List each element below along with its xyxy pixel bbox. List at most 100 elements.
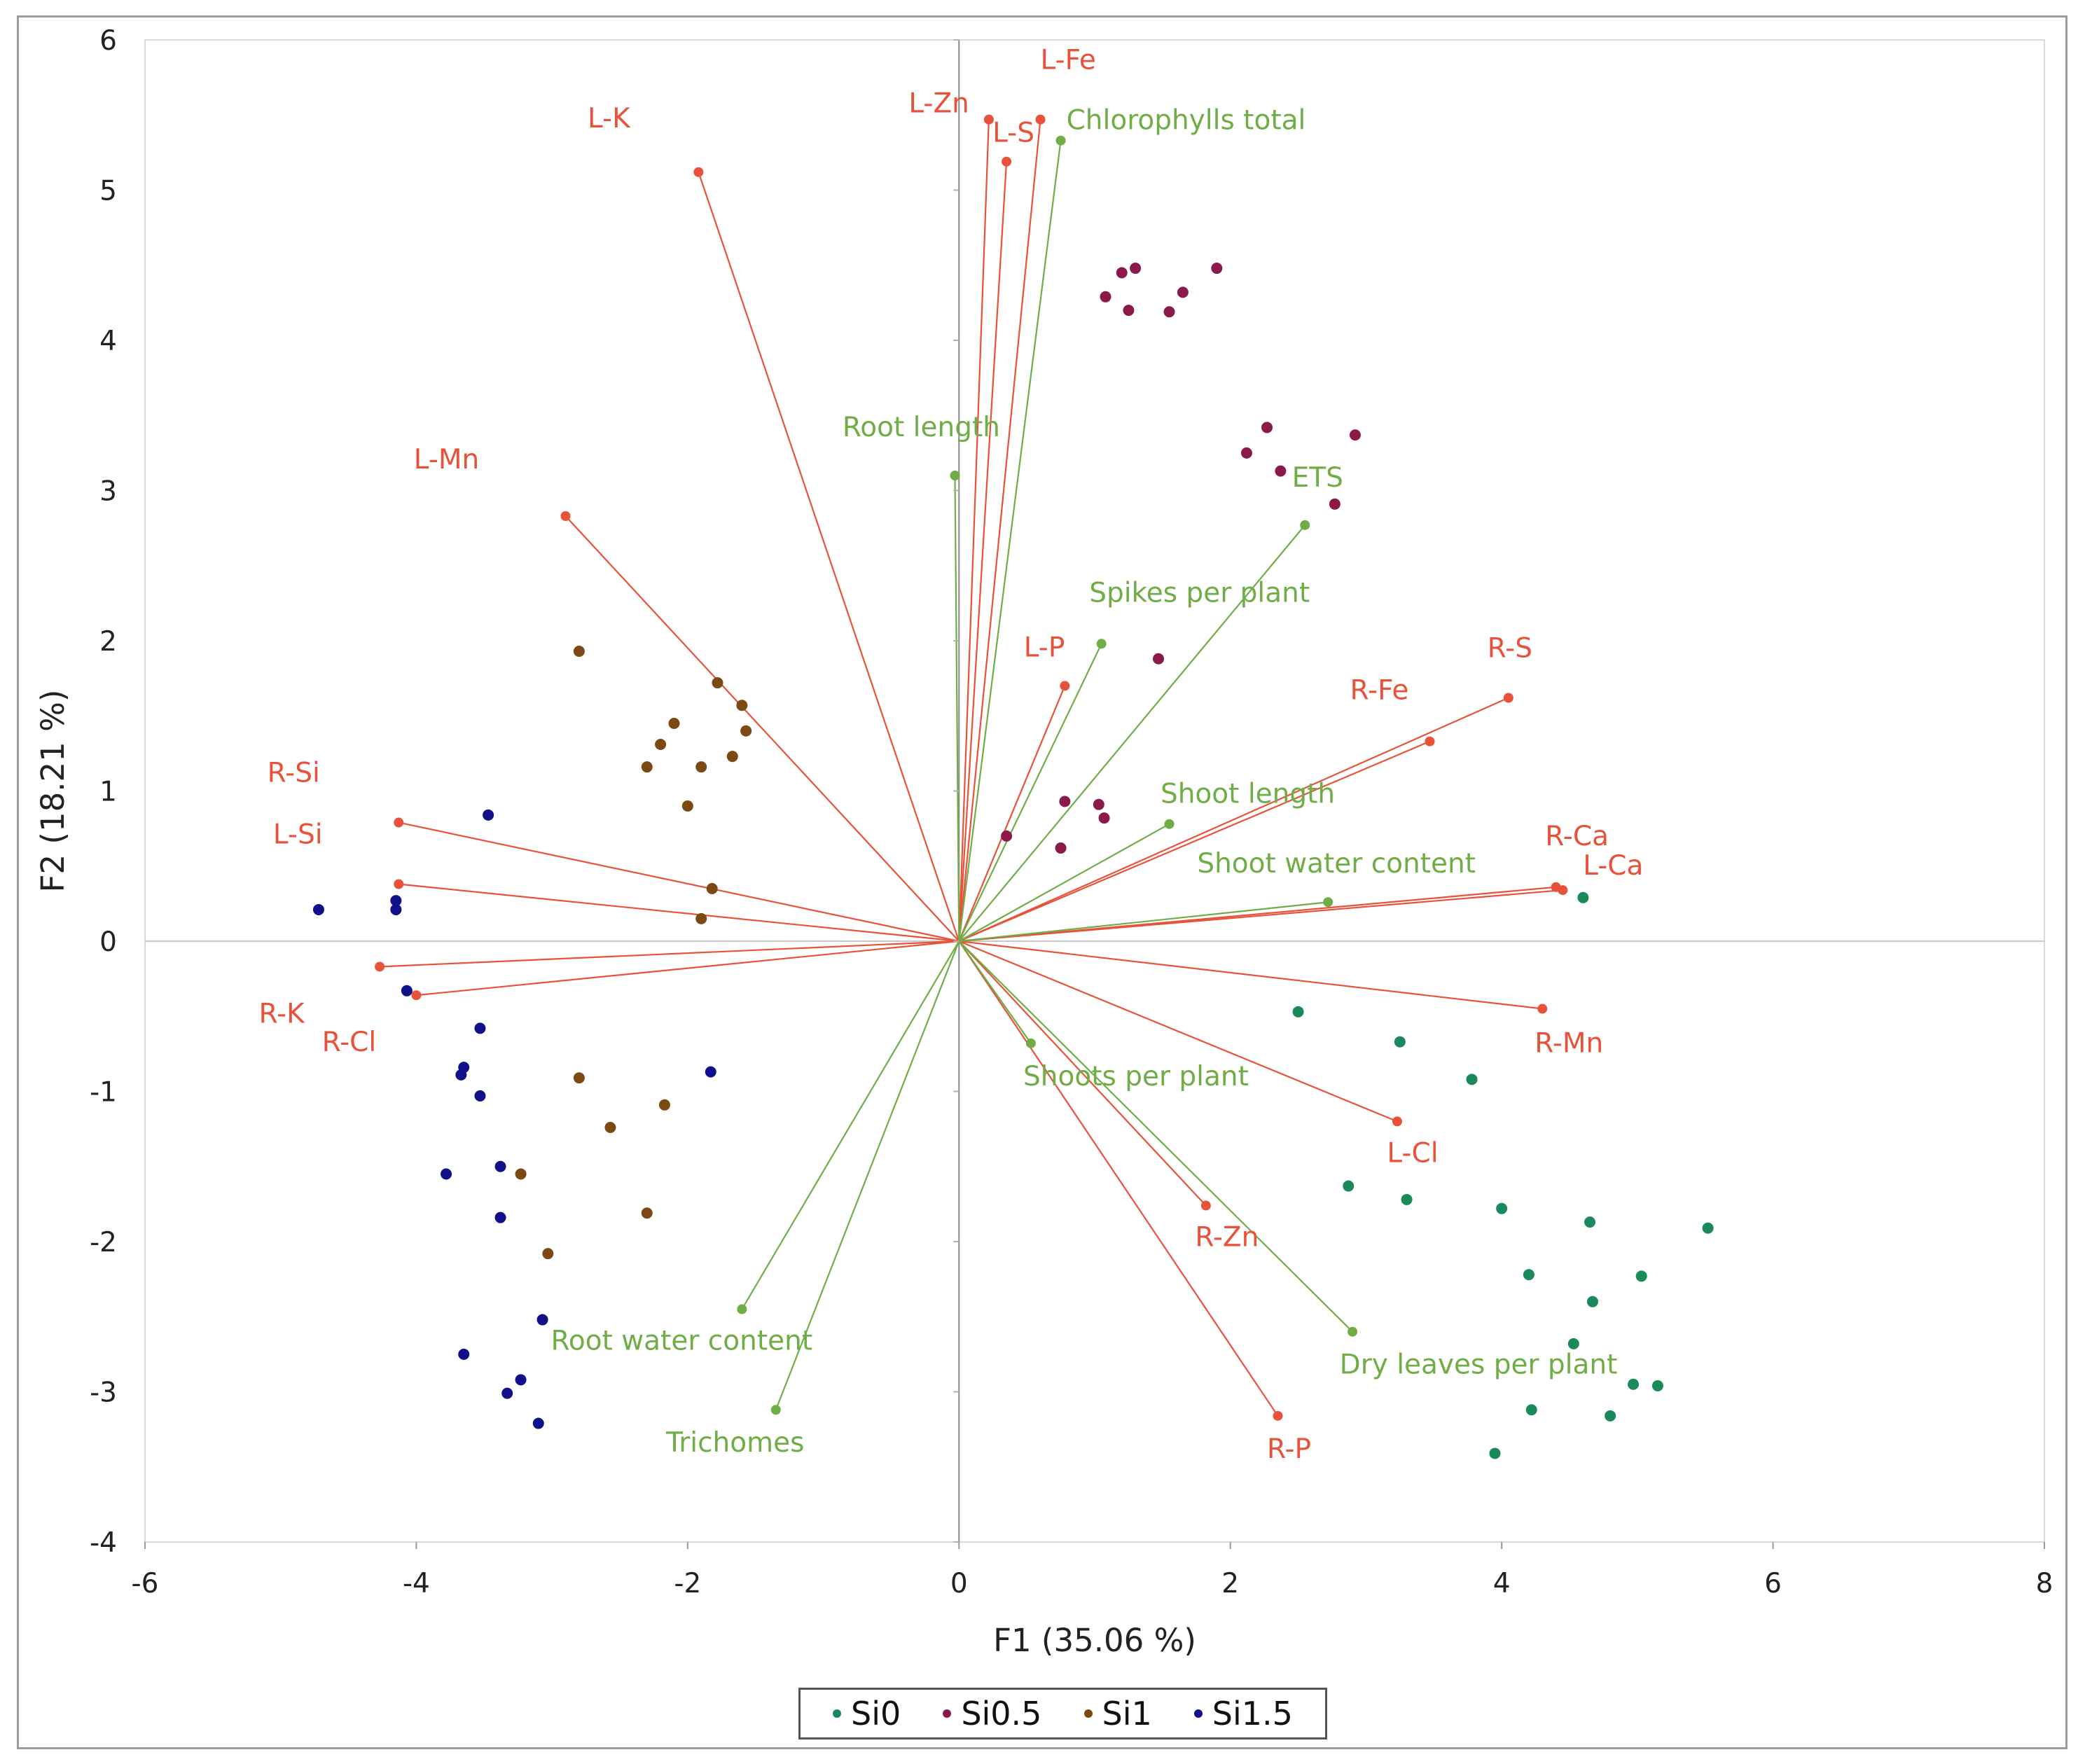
variable-label-l-p: L-P: [1024, 632, 1065, 663]
vector-shoot-water-content: [959, 901, 1329, 943]
variable-vectors: [375, 114, 1568, 1421]
variable-label-l-fe: L-Fe: [1041, 45, 1096, 76]
variable-label-shoots-per-plant: Shoots per plant: [1023, 1061, 1249, 1092]
point-si0: [1605, 1410, 1616, 1422]
vector-l-cl: [958, 940, 1398, 1123]
point-si0: [1577, 891, 1589, 903]
vector-r-p: [958, 940, 1279, 1417]
legend-marker-si1-5: [1193, 1709, 1203, 1718]
variable-label-root-length: Root length: [843, 412, 1000, 443]
plot-area: [144, 39, 2045, 1543]
x-tick-label: 2: [1221, 1568, 1239, 1599]
vector-shoots-per-plant: [958, 940, 1032, 1044]
point-si0: [1651, 1380, 1663, 1391]
vector-end-shoot-length: [1164, 819, 1175, 829]
variable-label-trichomes: Trichomes: [665, 1427, 804, 1459]
point-si0-5: [1211, 263, 1223, 275]
point-si1: [668, 717, 680, 729]
point-si0: [1635, 1270, 1647, 1282]
point-si0-5: [1100, 291, 1111, 303]
vector-l-zn: [958, 119, 990, 942]
point-si0: [1567, 1338, 1579, 1349]
point-si1: [706, 882, 718, 894]
point-si0-5: [1059, 796, 1071, 807]
legend-item-si0-5: Si0.5: [943, 1695, 1041, 1732]
variable-label-l-zn: L-Zn: [908, 88, 969, 120]
point-si0-5: [1001, 830, 1013, 842]
point-si1: [681, 800, 693, 812]
point-si0: [1489, 1447, 1501, 1459]
y-tick-label: -3: [90, 1377, 117, 1409]
vector-r-k: [380, 940, 960, 968]
legend-item-si1-5: Si1.5: [1193, 1695, 1293, 1732]
vector-end-r-zn: [1200, 1200, 1211, 1211]
observation-points: [312, 263, 1714, 1459]
plot-frame: [144, 39, 2045, 1543]
point-si0-5: [1163, 306, 1175, 318]
variable-label-l-si: L-Si: [273, 819, 323, 850]
vector-root-water-content: [741, 940, 960, 1310]
point-si1: [573, 1072, 585, 1084]
x-tick-label: -4: [403, 1568, 430, 1599]
vector-end-r-s: [1503, 693, 1513, 703]
x-tick-label: -2: [674, 1568, 701, 1599]
variable-label-chlorophylls-total: Chlorophylls total: [1067, 105, 1306, 137]
y-tick-label: 3: [99, 476, 117, 508]
y-tick-label: 6: [99, 25, 117, 57]
vector-l-p: [958, 685, 1066, 942]
variable-label-r-cl: R-Cl: [322, 1027, 377, 1058]
variable-label-r-si: R-Si: [268, 758, 320, 789]
vector-l-fe: [958, 119, 1041, 942]
legend-item-si0: Si0: [833, 1695, 901, 1732]
point-si1-5: [401, 985, 413, 996]
vector-end-root-water-content: [737, 1304, 747, 1314]
vector-l-si: [399, 883, 960, 943]
vector-r-fe: [958, 740, 1430, 943]
point-si0: [1702, 1222, 1714, 1234]
x-tick-label: 4: [1493, 1568, 1511, 1599]
vector-ets: [958, 525, 1306, 942]
point-si0-5: [1329, 498, 1341, 510]
point-si0: [1401, 1193, 1413, 1205]
point-si0-5: [1177, 286, 1189, 298]
variable-label-r-ca: R-Ca: [1545, 821, 1609, 852]
point-si0: [1586, 1296, 1598, 1307]
variable-label-l-mn: L-Mn: [414, 444, 479, 475]
vector-end-r-cl: [411, 990, 422, 1001]
point-si1: [573, 646, 585, 658]
variable-label-shoot-water-content: Shoot water content: [1197, 848, 1476, 880]
point-si0: [1628, 1378, 1640, 1390]
variable-label-r-zn: R-Zn: [1195, 1222, 1259, 1253]
point-si1-5: [390, 903, 402, 915]
vector-end-r-p: [1273, 1410, 1283, 1421]
x-tick-label: 6: [1764, 1568, 1782, 1599]
chart-frame: L-Zn L-S L-Fe L-K L-Mn L-P R-S R-Fe R-Ca L-Ca R-Si…: [17, 15, 2067, 1749]
point-si0-5: [1098, 812, 1110, 824]
point-si1-5: [494, 1211, 506, 1223]
point-si1-5: [458, 1348, 470, 1360]
point-si1: [655, 739, 667, 751]
point-si1-5: [532, 1417, 544, 1429]
vector-chlorophylls-total: [958, 140, 1062, 942]
y-tick-label: -2: [90, 1227, 117, 1258]
legend-label-si0: Si0: [851, 1695, 901, 1732]
vector-end-spikes-per-plant: [1096, 639, 1107, 649]
point-si0-5: [1130, 263, 1142, 275]
variable-label-l-k: L-K: [588, 103, 631, 134]
point-si1: [712, 677, 723, 689]
variable-label-r-s: R-S: [1488, 633, 1532, 665]
variable-label-r-p: R-P: [1267, 1433, 1311, 1465]
point-si1-5: [390, 895, 402, 907]
vector-end-root-length: [950, 471, 960, 481]
legend-label-si0-5: Si0.5: [961, 1695, 1042, 1732]
point-si1-5: [494, 1160, 506, 1172]
point-si1: [542, 1248, 554, 1260]
axis-ticks: -6 -4 -2 0 2 4 6 8 -4 -3 -2 -1 0 1 2 3 4 5 6: [90, 25, 2053, 1599]
point-si1-5: [455, 1069, 467, 1081]
point-si1: [604, 1121, 616, 1133]
vector-end-ets: [1300, 520, 1310, 530]
point-si1: [736, 700, 748, 711]
vector-end-dry-leaves-per-plant: [1348, 1326, 1358, 1337]
point-si1: [515, 1168, 527, 1180]
point-si1: [695, 761, 707, 773]
